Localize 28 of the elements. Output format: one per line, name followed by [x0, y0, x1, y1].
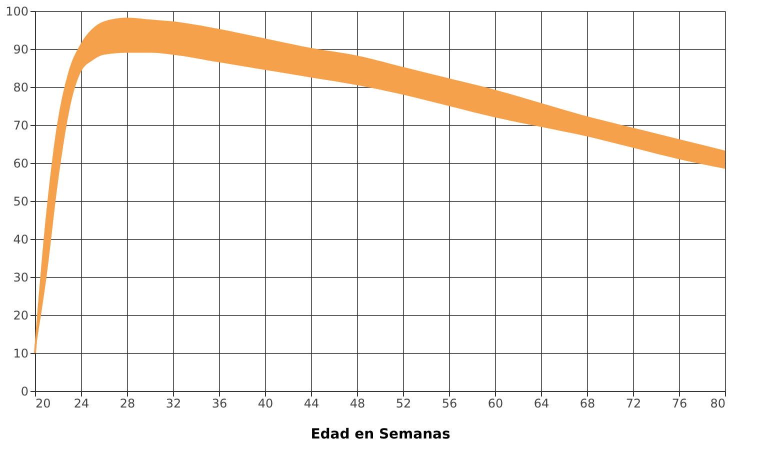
- y-tick-label: 90: [13, 42, 28, 56]
- x-tick-label: 48: [350, 396, 366, 410]
- x-tick-label: 64: [534, 396, 550, 410]
- x-tick-label: 44: [304, 396, 320, 410]
- y-tick-label: 30: [13, 270, 28, 284]
- x-tick-label: 72: [626, 396, 642, 410]
- x-tick-label: 36: [212, 396, 228, 410]
- x-tick-label: 52: [396, 396, 412, 410]
- y-tick-label: 100: [6, 4, 28, 18]
- x-tick-label: 76: [672, 396, 688, 410]
- x-tick-label: 32: [166, 396, 182, 410]
- y-tick-label: 60: [13, 156, 28, 170]
- y-tick-label: 80: [13, 80, 28, 94]
- x-tick-label: 28: [120, 396, 136, 410]
- y-tick-label: 70: [13, 118, 28, 132]
- y-tick-label: 0: [20, 384, 28, 398]
- x-tick-label: 60: [488, 396, 504, 410]
- y-tick-label: 10: [13, 346, 28, 360]
- x-tick-label: 24: [74, 396, 90, 410]
- x-tick-label: 40: [258, 396, 274, 410]
- x-tick-label: 56: [442, 396, 458, 410]
- x-tick-label: 80: [710, 396, 726, 410]
- x-tick-label: 20: [36, 396, 51, 410]
- y-tick-label: 50: [13, 194, 28, 208]
- y-tick-label: 40: [13, 232, 28, 246]
- y-tick-label: 20: [13, 308, 28, 322]
- x-axis-title: Edad en Semanas: [310, 426, 450, 442]
- x-tick-label: 68: [580, 396, 596, 410]
